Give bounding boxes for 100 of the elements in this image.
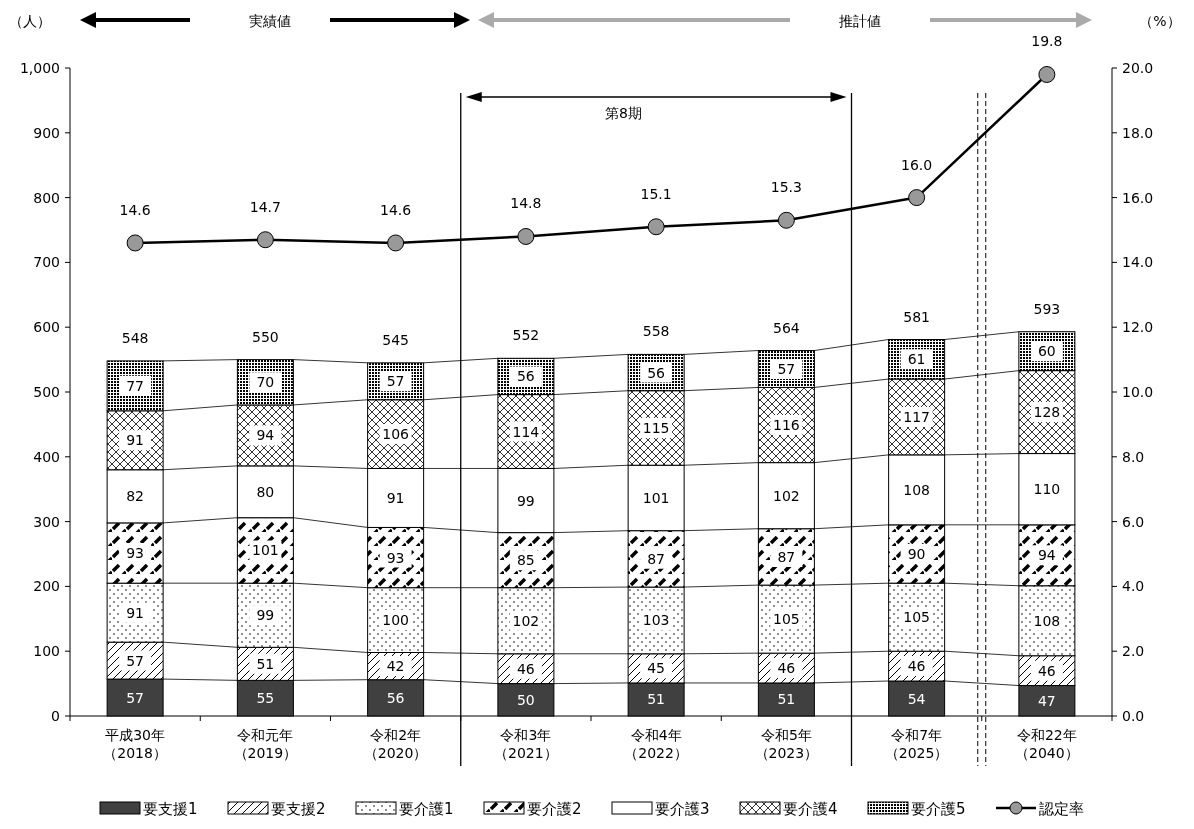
- data-label: 87: [640, 548, 673, 569]
- data-label: 128: [1030, 402, 1063, 423]
- legend-label: 要介護1: [399, 800, 454, 818]
- y-tick-label: 600: [33, 319, 60, 336]
- data-label: 93: [119, 543, 152, 564]
- data-label: 56: [386, 689, 405, 706]
- y2-tick-label: 20.0: [1122, 60, 1154, 76]
- data-label: 51: [256, 655, 275, 672]
- data-label: 56: [647, 364, 666, 381]
- y2-tick-label: 0.0: [1122, 708, 1145, 724]
- data-label: 51: [249, 653, 282, 674]
- data-label: 56: [640, 362, 673, 383]
- y-axis-title: （人）: [9, 13, 51, 29]
- data-label: 93: [126, 545, 145, 562]
- y-tick-label: 0: [51, 708, 60, 724]
- y2-tick-label: 12.0: [1122, 319, 1154, 336]
- data-label: 82: [126, 488, 145, 505]
- legend-label: 要介護3: [655, 800, 710, 818]
- data-label: 50: [516, 691, 535, 708]
- data-label: 91: [126, 604, 145, 621]
- data-label: 99: [516, 492, 535, 509]
- data-label: 99: [256, 607, 275, 624]
- data-label: 116: [770, 415, 803, 436]
- data-label: 91: [119, 430, 152, 451]
- x-tick-label: 令和22年（2040）: [1014, 726, 1080, 762]
- data-label: 94: [249, 425, 282, 446]
- data-label: 77: [126, 377, 145, 394]
- y-tick-label: 500: [33, 384, 60, 400]
- data-label: 42: [379, 656, 412, 677]
- x-tick-label: 令和7年（2025）: [883, 726, 950, 762]
- data-label: 60: [1037, 343, 1056, 360]
- data-label: 85: [509, 550, 542, 571]
- data-label: 87: [647, 550, 666, 567]
- data-label: 110: [1033, 481, 1061, 498]
- data-label: 94: [256, 427, 275, 444]
- total-label: 550: [252, 328, 279, 345]
- total-label: 545: [382, 331, 409, 348]
- data-label: 91: [126, 432, 145, 449]
- y-tick-label: 900: [33, 124, 60, 141]
- y2-axis-title: （%）: [1139, 13, 1181, 29]
- data-label: 57: [379, 371, 412, 392]
- y2-tick-label: 4.0: [1122, 578, 1145, 595]
- y2-tick-label: 10.0: [1122, 384, 1154, 400]
- data-label: 90: [907, 546, 926, 562]
- x-tick-label: 令和2年（2020）: [362, 726, 429, 762]
- y2-tick-label: 2.0: [1122, 643, 1145, 660]
- data-label: 15.3: [770, 179, 802, 196]
- legend-label: 要介護5: [911, 800, 966, 818]
- data-label: 55: [256, 690, 275, 707]
- data-label: 56: [516, 368, 535, 385]
- data-label: 61: [900, 349, 933, 370]
- data-label: 47: [1037, 692, 1056, 709]
- data-label: 94: [1037, 547, 1056, 564]
- data-label: 94: [1030, 545, 1063, 566]
- data-label: 70: [256, 374, 275, 391]
- data-label: 57: [770, 359, 803, 379]
- data-label: 46: [900, 656, 933, 677]
- y-tick-label: 700: [33, 254, 60, 271]
- legend-label: 認定率: [1039, 800, 1084, 818]
- data-label: 80: [256, 483, 275, 500]
- legend-label: 要支援2: [271, 800, 326, 818]
- data-label: 16.0: [901, 156, 933, 173]
- data-label: 54: [907, 690, 926, 707]
- text: 実績値: [249, 13, 291, 29]
- data-label: 90: [900, 544, 933, 564]
- data-label: 19.8: [1031, 33, 1063, 50]
- data-label: 46: [907, 658, 926, 675]
- data-label: 56: [509, 366, 542, 387]
- data-label: 70: [249, 372, 282, 393]
- data-label: 46: [516, 660, 535, 677]
- data-label: 14.7: [249, 198, 281, 215]
- data-label: 15.1: [640, 185, 672, 202]
- data-label: 46: [1037, 662, 1056, 679]
- data-label: 108: [903, 481, 930, 498]
- data-label: 57: [126, 652, 145, 669]
- data-label: 57: [777, 361, 796, 377]
- data-label: 87: [770, 546, 803, 567]
- data-label: 85: [516, 552, 535, 569]
- total-label: 552: [512, 327, 540, 344]
- y2-tick-label: 16.0: [1122, 189, 1154, 206]
- data-label: 45: [647, 660, 666, 677]
- data-label: 105: [770, 609, 803, 630]
- text: 推計値: [839, 13, 881, 29]
- y-tick-label: 300: [33, 513, 60, 530]
- total-label: 558: [642, 323, 670, 340]
- data-label: 60: [1030, 341, 1063, 362]
- legend-label: 要介護4: [783, 800, 838, 818]
- y2-tick-label: 18.0: [1122, 124, 1154, 141]
- x-tick-label: 令和5年（2023）: [753, 726, 820, 762]
- data-label: 51: [647, 691, 666, 708]
- data-label: 101: [249, 540, 282, 561]
- data-label: 100: [379, 610, 412, 631]
- data-label: 57: [126, 689, 145, 706]
- data-label: 105: [900, 607, 933, 628]
- data-label: 46: [770, 658, 803, 679]
- data-label: 51: [777, 691, 796, 708]
- data-label: 45: [640, 658, 673, 679]
- data-label: 14.6: [380, 201, 412, 218]
- y-tick-label: 1,000: [19, 60, 60, 76]
- data-label: 42: [386, 658, 405, 675]
